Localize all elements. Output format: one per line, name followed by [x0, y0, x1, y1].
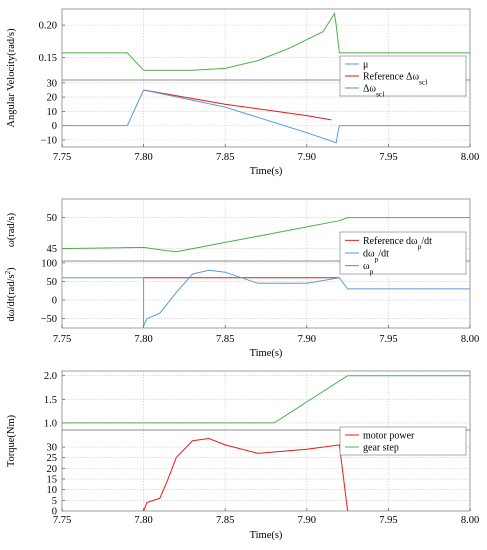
x-tick-label: 7.80 [134, 515, 152, 526]
plot-frame [61, 429, 471, 512]
chart-1: 0.15 0.20 −10 0 10 20 30 7.75 7.80 7.85 7.90 7.95 8.… [6, 8, 479, 177]
x-tick-label: 7.75 [53, 334, 71, 345]
y-tick-label: 0 [52, 296, 57, 307]
y-tick-label: 5 [52, 496, 57, 507]
y-tick-label: −10 [41, 135, 57, 146]
x-tick-label: 8.00 [461, 334, 479, 345]
x-tick-label: 7.90 [298, 152, 316, 163]
y-tick-label: 2.0 [44, 371, 57, 382]
x-tick-label: 7.75 [53, 152, 71, 163]
series-line-gear step [62, 375, 470, 424]
x-tick-label: 7.95 [379, 515, 397, 526]
x-tick-label: 7.85 [216, 334, 234, 345]
legend-box [339, 55, 467, 97]
x-tick-label: 7.95 [379, 334, 397, 345]
y-tick-label: 30 [47, 443, 58, 454]
subplot: 1.0 1.5 2.0 [44, 370, 471, 431]
x-axis-label: Time(s) [250, 166, 283, 177]
x-tick-label: 7.90 [298, 334, 316, 345]
legend-label: Reference Δωscl [363, 72, 427, 87]
y-tick-label: −50 [41, 314, 57, 325]
y-tick-label: 0 [52, 507, 57, 518]
y-tick-label: 25 [47, 453, 58, 464]
series-line-Reference Δω_scl [143, 89, 332, 121]
y-tick-label: 30 [47, 78, 58, 89]
y-tick-label: 0.20 [39, 21, 57, 32]
y-tick-label: 10 [47, 107, 58, 118]
x-tick-label: 7.95 [379, 152, 397, 163]
plot-frame [61, 260, 471, 329]
x-tick-label: 8.00 [461, 515, 479, 526]
x-tick-label: 7.85 [216, 152, 234, 163]
y-tick-label: 45 [47, 244, 58, 255]
y-axis-label: ω(rad/s) [6, 212, 17, 247]
y-tick-label: 15 [47, 475, 58, 486]
y-tick-label: 50 [47, 277, 58, 288]
x-tick-label: 7.75 [53, 515, 71, 526]
x-tick-label: 7.80 [134, 334, 152, 345]
plot-frame [61, 370, 471, 431]
y-tick-label: 10 [47, 485, 58, 496]
x-tick-label: 7.80 [134, 152, 152, 163]
legend-label: μ [363, 60, 368, 71]
legend-label: Reference dωp/dt [363, 236, 432, 251]
y-axis-label: dω/dt(rad/s2) [4, 267, 17, 322]
chart-2: 45 50 ω(rad/s) −50 0 50 100 dω/dt(rad/s2) 7.75 7.… [4, 198, 479, 359]
y-tick-label: 0 [52, 121, 57, 132]
legend-label: motor power [363, 431, 415, 442]
x-tick-label: 7.90 [298, 515, 316, 526]
y-tick-label: 0.15 [39, 53, 57, 64]
legend-box [339, 231, 467, 275]
series-line-dω_p/dt [62, 269, 470, 327]
series-line-Δω_scl [62, 89, 470, 144]
series-line-μ [62, 12, 470, 71]
y-axis-label: Torque(Nm) [6, 414, 17, 467]
legend-label: dωp/dt [363, 249, 389, 264]
legend-box [339, 426, 467, 456]
y-tick-label: 100 [41, 258, 57, 269]
x-tick-label: 7.85 [216, 515, 234, 526]
series-line-motor power [143, 437, 349, 512]
y-tick-label: 1.5 [44, 395, 57, 406]
legend-label: ωp [363, 261, 374, 276]
plot-frame [61, 79, 471, 148]
y-axis-label: Angular Velocity(rad/s) [6, 28, 17, 128]
y-tick-label: 1.0 [44, 418, 57, 429]
y-tick-label: 20 [47, 93, 58, 104]
legend-label: gear step [363, 443, 399, 454]
series-line-ω_p [61, 217, 470, 253]
x-axis-label: Time(s) [250, 530, 283, 541]
y-tick-label: 50 [47, 213, 58, 224]
x-tick-label: 8.00 [461, 152, 479, 163]
y-tick-label: 20 [47, 464, 58, 475]
legend-label: Δωscl [363, 84, 384, 99]
x-axis-label: Time(s) [250, 348, 283, 359]
subplot: −10 0 10 20 30 [41, 78, 471, 148]
